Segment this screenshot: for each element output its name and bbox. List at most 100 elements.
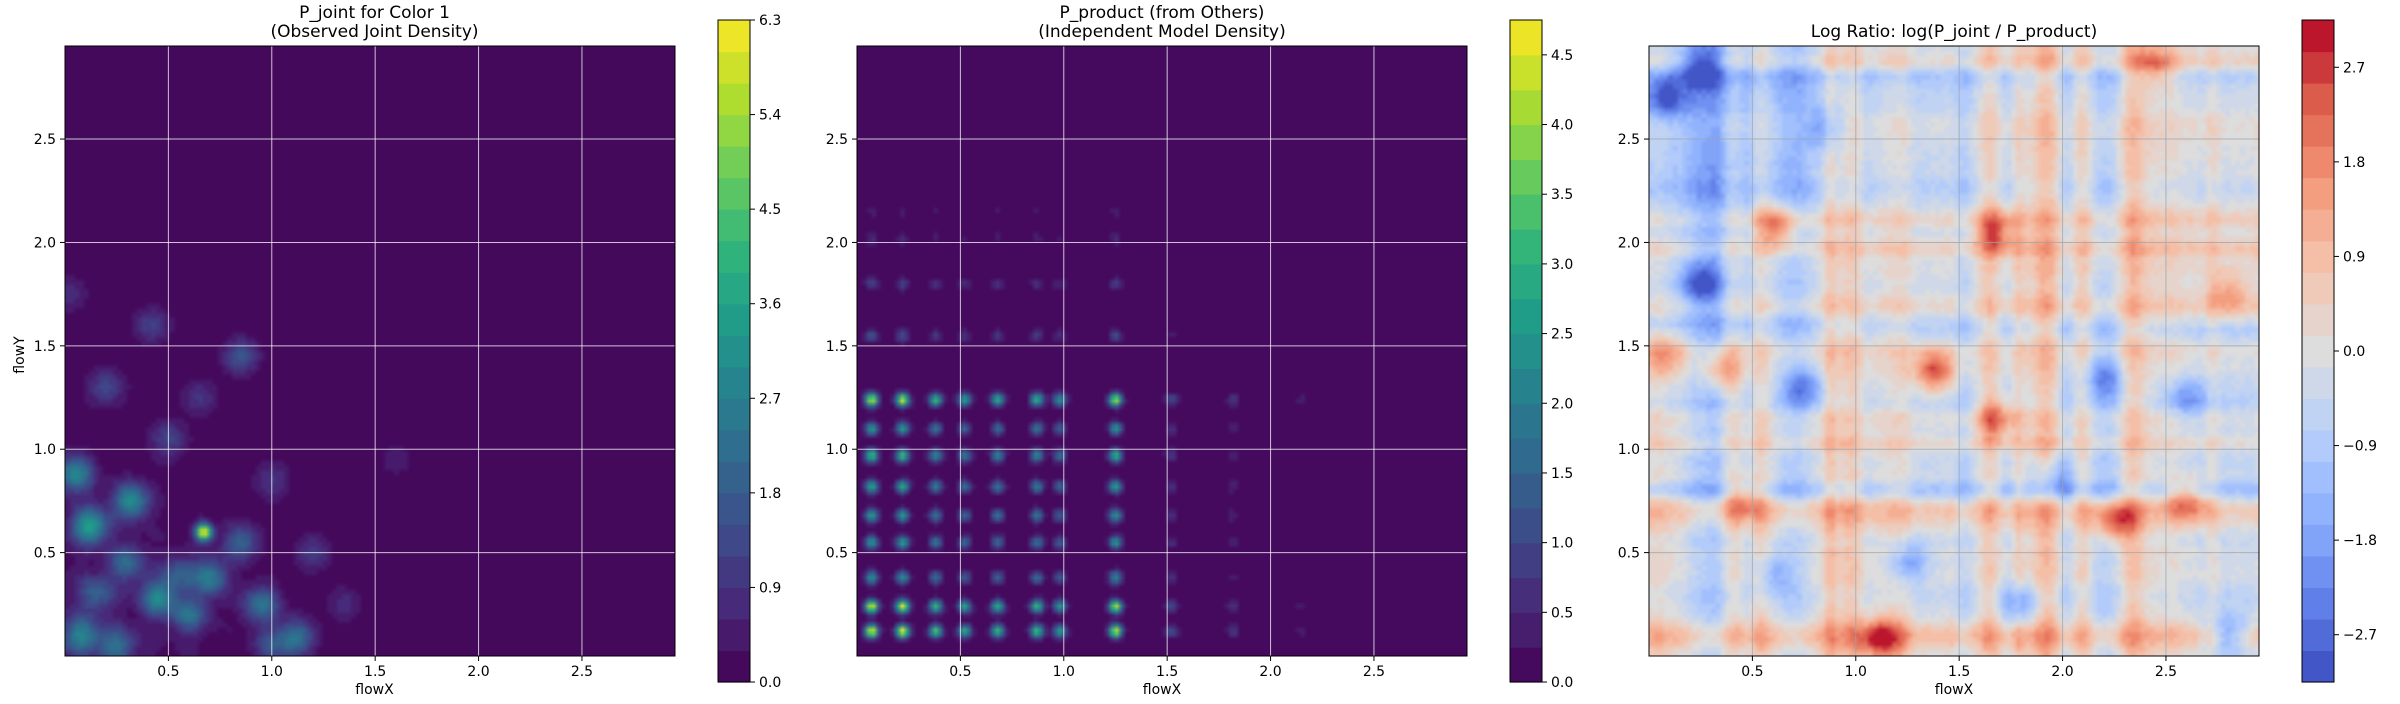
plot-area-joint: 0.5 1.0 1.5 2.0 2.5 0.5 1.0 1.5 2.0 2.5 <box>34 45 676 680</box>
colorbar-band <box>1510 159 1542 195</box>
colorbar-band <box>1510 89 1542 126</box>
panel-joint-density: P_joint for Color 1 (Observed Joint Dens… <box>12 3 781 698</box>
colorbar-tick-label: 1.5 <box>1551 466 1573 482</box>
colorbar-tick-label: 5.4 <box>759 108 781 124</box>
colorbar-band <box>718 524 750 557</box>
colorbar-band <box>718 461 750 494</box>
panel-2-title-line-2: (Independent Model Density) <box>1038 22 1286 42</box>
colorbar-tick-label: 0.0 <box>2343 344 2365 360</box>
y-tick-label: 0.5 <box>34 546 56 562</box>
colorbar-band <box>2302 618 2334 652</box>
colorbar-band <box>1510 542 1542 579</box>
colorbar-tick-label: 6.3 <box>759 13 781 29</box>
colorbar-tick-label: 4.5 <box>1551 48 1573 64</box>
x-tick-label: 0.5 <box>949 664 971 680</box>
colorbar-band <box>2302 587 2334 620</box>
colorbar-band <box>2302 51 2334 84</box>
colorbar-band <box>718 618 750 652</box>
colorbar-band <box>718 114 750 147</box>
colorbar-band <box>2302 20 2334 53</box>
colorbar-band <box>718 146 750 179</box>
colorbar-band <box>1510 298 1542 335</box>
x-tick-label: 1.0 <box>1845 664 1867 680</box>
x-tick-label: 2.0 <box>1259 664 1281 680</box>
colorbar-tick-label: 4.5 <box>759 202 781 218</box>
colorbar-band <box>2302 303 2334 336</box>
plot-frame <box>1648 45 2260 657</box>
colorbar-frame <box>717 19 751 683</box>
colorbar-band <box>718 51 750 84</box>
x-tick-label: 2.0 <box>2051 664 2073 680</box>
y-tick-label: 2.0 <box>1618 235 1640 251</box>
colorbar-band <box>2302 177 2334 210</box>
colorbar-band <box>2302 335 2334 368</box>
colorbar-tick-label: 2.5 <box>1551 327 1573 343</box>
colorbar-tick-label: 1.8 <box>759 486 781 502</box>
colorbar-band <box>718 398 750 431</box>
colorbar-log-ratio: −2.7 −1.8 −0.9 0.0 0.9 1.8 2.7 <box>2301 19 2377 683</box>
colorbar-product: 0.0 0.5 1.0 1.5 2.0 2.5 3.0 3.5 4.0 4.5 <box>1509 19 1573 691</box>
panel-2-title-line-1: P_product (from Others) <box>1060 3 1265 23</box>
colorbar-tick-label: 0.0 <box>1551 675 1573 691</box>
colorbar-band <box>1510 577 1542 613</box>
y-tick-label: 1.5 <box>1618 339 1640 355</box>
heatmap-image <box>857 46 1467 656</box>
colorbar-band <box>718 587 750 620</box>
plot-area-product: 0.5 1.0 1.5 2.0 2.5 0.5 1.0 1.5 2.0 2.5 <box>826 45 1468 680</box>
colorbar-band <box>2302 461 2334 494</box>
y-tick-label: 0.5 <box>1618 546 1640 562</box>
colorbar-band <box>718 272 750 305</box>
plot-area-log-ratio: 0.5 1.0 1.5 2.0 2.5 0.5 1.0 1.5 2.0 2.5 <box>1618 45 2260 680</box>
panel-log-ratio: Log Ratio: log(P_joint / P_product) 0.5 1… <box>1618 19 2377 698</box>
colorbar-frame <box>1509 19 1543 683</box>
x-tick-label: 1.5 <box>364 664 386 680</box>
panel-3-title: Log Ratio: log(P_joint / P_product) <box>1811 22 2097 42</box>
y-tick-label: 1.0 <box>826 442 848 458</box>
colorbar-tick-label: 4.0 <box>1551 118 1573 134</box>
colorbar-tick-label: 3.5 <box>1551 187 1573 203</box>
colorbar-band <box>2302 209 2334 242</box>
colorbar-tick-label: 2.7 <box>2343 60 2365 76</box>
panel-2-x-axis-label: flowX <box>1143 682 1182 698</box>
colorbar-band <box>718 177 750 210</box>
y-tick-label: 1.5 <box>826 339 848 355</box>
y-tick-label: 1.5 <box>34 339 56 355</box>
colorbar-tick-label: 2.7 <box>759 391 781 407</box>
colorbar-band <box>2302 398 2334 431</box>
colorbar-band <box>1510 124 1542 160</box>
colorbar-band <box>2302 650 2334 683</box>
colorbar-tick-label: 3.0 <box>1551 257 1573 273</box>
heatmap-image <box>65 46 675 656</box>
heatmap-image <box>1649 46 2259 656</box>
colorbar-band <box>1510 507 1542 544</box>
colorbar-band <box>1510 647 1542 683</box>
x-tick-label: 2.5 <box>1363 664 1385 680</box>
y-tick-label: 2.0 <box>34 235 56 251</box>
colorbar-band <box>2302 429 2334 462</box>
colorbar-band <box>1510 472 1542 509</box>
x-tick-label: 0.5 <box>1741 664 1763 680</box>
colorbar-tick-label: 3.6 <box>759 297 781 313</box>
colorbar-band <box>718 650 750 683</box>
x-tick-label: 2.0 <box>467 664 489 680</box>
x-tick-label: 1.0 <box>1053 664 1075 680</box>
colorbar-band <box>718 429 750 462</box>
x-tick-label: 1.5 <box>1156 664 1178 680</box>
colorbar-band <box>718 83 750 116</box>
colorbar-band <box>1510 368 1542 404</box>
colorbar-tick-label: 1.8 <box>2343 155 2365 171</box>
colorbar-tick-label: −0.9 <box>2343 439 2377 455</box>
y-tick-label: 1.0 <box>1618 442 1640 458</box>
colorbar-band <box>718 492 750 525</box>
panel-product-density: P_product (from Others) (Independent Mod… <box>826 3 1574 698</box>
y-tick-label: 1.0 <box>34 442 56 458</box>
colorbar-band <box>1510 194 1542 230</box>
colorbar-tick-label: −2.7 <box>2343 628 2377 644</box>
x-tick-label: 2.5 <box>2155 664 2177 680</box>
panel-1-y-axis-label: flowY <box>12 336 28 374</box>
colorbar-band <box>2302 83 2334 116</box>
y-tick-label: 2.0 <box>826 235 848 251</box>
y-tick-label: 2.5 <box>826 132 848 148</box>
